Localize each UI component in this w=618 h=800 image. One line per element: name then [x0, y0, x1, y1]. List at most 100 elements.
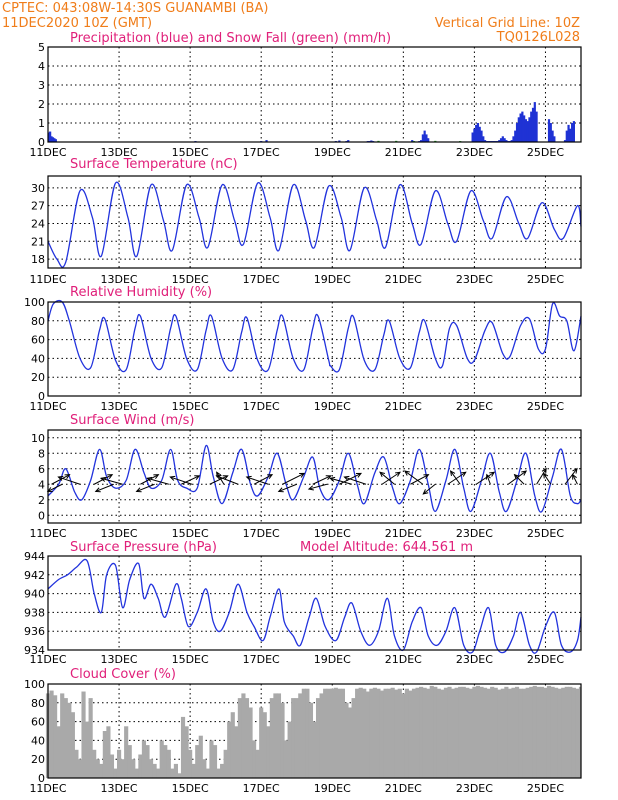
wind-vector — [58, 476, 81, 485]
precip-bar — [425, 134, 428, 142]
x-tick-label: 15DEC — [172, 146, 209, 159]
precip-bar — [423, 130, 426, 142]
x-tick-label: 19DEC — [314, 782, 351, 795]
cloud-bar — [255, 749, 260, 778]
y-tick-label: 80 — [31, 315, 45, 328]
wind-vector-head — [423, 474, 430, 479]
cloud-bar — [475, 685, 481, 778]
x-tick-label: 13DEC — [101, 782, 138, 795]
wind-vector — [514, 474, 525, 485]
y-tick-label: 40 — [31, 734, 45, 747]
y-tick-label: 100 — [24, 678, 45, 691]
panel-pres: 934 936 938 940 942 944 11DEC 13DEC 15DEC 17DEC 19… — [24, 540, 582, 666]
y-tick-label: 80 — [31, 697, 45, 710]
precip-bar — [370, 140, 373, 142]
y-tick-label: 944 — [24, 550, 45, 563]
cloud-bar — [74, 749, 79, 778]
cloud-bar — [497, 689, 502, 778]
y-tick-label: 2 — [38, 98, 45, 111]
cloud-bar — [159, 740, 164, 778]
plot-frame — [47, 46, 582, 143]
wind-vector — [47, 483, 63, 492]
cloud-bar — [507, 688, 513, 778]
wind-vector — [282, 473, 305, 485]
wind-vector — [572, 474, 578, 485]
precip-bar — [547, 119, 551, 142]
cloud-bar — [468, 688, 473, 778]
cloud-bar — [390, 687, 395, 778]
cloud-bar — [458, 686, 463, 778]
x-tick-label: 11DEC — [29, 146, 66, 159]
wind-vector — [253, 474, 273, 485]
x-tick-label: 15DEC — [172, 653, 209, 666]
precip-bar — [482, 136, 485, 142]
cloud-bar — [578, 686, 581, 778]
cloud-bar — [145, 745, 150, 778]
cloud-bar — [141, 740, 147, 778]
cloud-bar — [124, 726, 129, 778]
x-tick-label: 17DEC — [243, 527, 280, 540]
precip-bar — [551, 130, 554, 142]
y-tick-label: 938 — [24, 606, 45, 619]
precip-title: Precipitation (blue) and Snow Fall (gree… — [70, 31, 391, 46]
y-tick-label: 8 — [38, 447, 45, 460]
cloud-bar — [330, 688, 335, 778]
x-tick-label: 17DEC — [243, 146, 280, 159]
wind-vector — [216, 475, 239, 485]
cloud-bar — [514, 686, 520, 778]
x-tick-label: 23DEC — [456, 782, 493, 795]
cloud-bar — [571, 687, 576, 778]
wind-vector-head — [541, 467, 547, 474]
cloud-bar — [287, 721, 292, 778]
cloud-bar — [244, 698, 250, 778]
cloud-bar — [561, 687, 566, 778]
wind-line — [47, 444, 582, 513]
wind-vector — [209, 475, 228, 485]
cloud-bar — [518, 688, 523, 778]
wind-vector-head — [222, 475, 229, 481]
precip-bar — [528, 117, 531, 142]
x-tick-label: 25DEC — [527, 400, 564, 413]
y-tick-label: 942 — [24, 569, 45, 582]
x-tick-label: 21DEC — [385, 653, 422, 666]
wind-vector-head — [460, 471, 467, 477]
x-tick-label: 21DEC — [385, 146, 422, 159]
y-tick-label: 936 — [24, 625, 45, 638]
cloud-bar — [223, 749, 228, 778]
cloud-bar — [298, 693, 303, 778]
y-tick-label: 60 — [31, 334, 45, 347]
x-tick-label: 19DEC — [314, 273, 351, 286]
wind-vector — [100, 477, 123, 485]
wind-vector-head — [542, 472, 549, 479]
cloud-bar — [493, 687, 498, 778]
temp-title: Surface Temperature (nC) — [70, 157, 238, 172]
header-location: CPTEC: 043:08W-14:30S GUANAMBI (BA) — [2, 1, 268, 16]
cloud-bar — [344, 702, 349, 778]
precip-bar — [475, 124, 478, 142]
x-tick-label: 17DEC — [243, 273, 280, 286]
cloud-bar — [177, 773, 182, 778]
cloud-bar — [138, 754, 143, 778]
y-tick-label: 0 — [38, 509, 45, 522]
precip-bar — [478, 126, 481, 142]
x-tick-label: 17DEC — [243, 400, 280, 413]
y-tick-label: 2 — [38, 494, 45, 507]
precip-bar — [572, 121, 575, 142]
header-run-time: 11DEC2020 10Z (GMT) — [2, 16, 152, 31]
panel-wind: 0 2 4 6 8 10 11DEC 13DEC 15DEC 17DEC 19DEC 21DEC 23D… — [29, 413, 582, 540]
wind-vector — [246, 476, 269, 485]
cloud-bar — [305, 688, 310, 778]
precip-bar — [421, 134, 424, 142]
x-tick-label: 19DEC — [314, 653, 351, 666]
cloud-bar — [248, 707, 253, 778]
x-tick-label: 21DEC — [385, 782, 422, 795]
cloud-bar — [362, 688, 367, 778]
cloud-bar — [426, 688, 431, 778]
cloud-bar — [397, 688, 402, 778]
precip-bar — [519, 113, 522, 142]
wind-vector — [410, 474, 429, 485]
plot-frame — [47, 683, 582, 779]
x-tick-label: 15DEC — [172, 273, 209, 286]
x-tick-label: 17DEC — [243, 782, 280, 795]
y-tick-label: 0 — [38, 136, 45, 149]
